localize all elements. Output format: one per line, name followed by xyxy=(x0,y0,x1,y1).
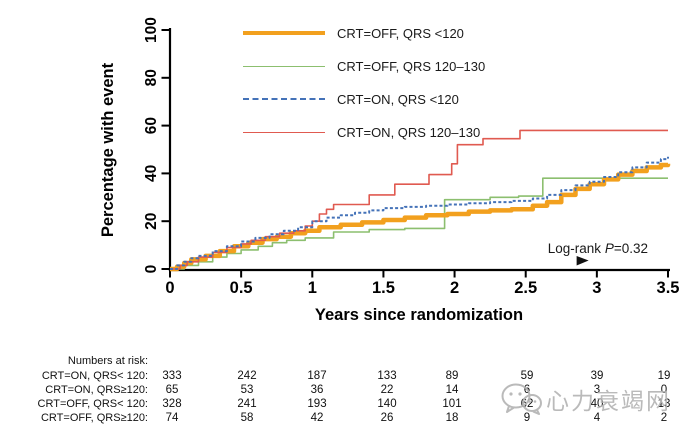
risk-value: 53 xyxy=(240,384,254,396)
logrank-prefix: Log-rank xyxy=(547,241,605,256)
risk-value: 101 xyxy=(442,398,462,410)
y-axis-title: Percentage with event xyxy=(99,62,117,237)
legend-label: CRT=OFF, QRS <120 xyxy=(337,25,464,41)
legend-item-crt-off-qrs-120: CRT=OFF, QRS <120 xyxy=(243,22,485,44)
x-tick-label: 3 xyxy=(592,279,601,297)
x-tick-label: 2.5 xyxy=(514,279,537,297)
y-tick-label: 20 xyxy=(143,213,160,230)
legend-label: CRT=ON, QRS <120 xyxy=(337,91,459,107)
x-tick-label: 0.5 xyxy=(230,279,253,297)
risk-value: 193 xyxy=(307,398,327,410)
risk-value: 39 xyxy=(590,370,604,382)
risk-value: 4 xyxy=(593,412,601,424)
x-tick-label: 1.5 xyxy=(372,279,395,297)
risk-value: 14 xyxy=(445,384,459,396)
legend-swatch-crt-off-qrs-120-130 xyxy=(243,65,325,67)
x-axis-title: Years since randomization xyxy=(315,306,523,324)
watermark: 心力衰竭网 xyxy=(500,382,671,416)
risk-value: 187 xyxy=(307,370,327,382)
risk-value: 58 xyxy=(240,412,254,424)
risk-value: 333 xyxy=(162,370,182,382)
logrank-p-symbol: P xyxy=(604,241,614,256)
risk-row-label: CRT=OFF, QRS≥120: xyxy=(40,412,148,424)
legend-label: CRT=ON, QRS 120–130 xyxy=(337,124,481,140)
series-crt-off-qrs-120-130-curve xyxy=(170,177,668,270)
risk-value: 0 xyxy=(660,384,668,396)
y-tick-label: 60 xyxy=(143,117,160,134)
x-tick-label: 2 xyxy=(450,279,459,297)
legend-item-crt-on-qrs-120-130: CRT=ON, QRS 120–130 xyxy=(243,121,485,143)
risk-value: 65 xyxy=(165,384,179,396)
y-tick-label: 0 xyxy=(143,265,160,274)
legend-swatch-crt-on-qrs-120-130 xyxy=(243,131,325,133)
risk-value: 133 xyxy=(377,370,397,382)
risk-table-title: Numbers at risk: xyxy=(67,355,148,367)
wechat-icon xyxy=(501,383,542,415)
logrank-value: =0.32 xyxy=(613,241,648,256)
axis-marker-triangle xyxy=(576,256,589,266)
risk-value: 40 xyxy=(590,398,604,410)
legend-item-crt-on-qrs-120: CRT=ON, QRS <120 xyxy=(243,88,485,110)
risk-value: 89 xyxy=(445,370,459,382)
x-tick-label: 3.5 xyxy=(657,279,680,297)
series-crt-on-qrs-120-curve xyxy=(170,156,669,270)
risk-row-label: CRT=ON, QRS< 120: xyxy=(41,370,148,382)
risk-value: 22 xyxy=(380,384,394,396)
risk-value: 19 xyxy=(657,370,671,382)
legend-swatch-crt-on-qrs-120 xyxy=(243,98,325,100)
risk-value: 18 xyxy=(445,412,459,424)
risk-value: 59 xyxy=(520,370,534,382)
risk-value: 2 xyxy=(660,412,668,424)
legend-item-crt-off-qrs-120-130: CRT=OFF, QRS 120–130 xyxy=(243,55,485,77)
risk-value: 3 xyxy=(593,384,601,396)
risk-row-label: CRT=ON, QRS≥120: xyxy=(45,384,148,396)
risk-value: 9 xyxy=(523,412,531,424)
chart-legend: CRT=OFF, QRS <120 CRT=OFF, QRS 120–130 CRT… xyxy=(243,22,485,154)
risk-value: 13 xyxy=(657,398,671,410)
risk-value: 241 xyxy=(237,398,257,410)
legend-swatch-crt-off-qrs-120 xyxy=(243,31,325,35)
series-crt-on-qrs-120-130-curve xyxy=(170,129,668,270)
y-tick-label: 100 xyxy=(143,17,160,43)
km-chart: 0 20 40 60 80 100 0 0.5 1 1.5 2 2.5 3 3.5 Percentage w… xyxy=(99,17,680,324)
risk-value: 140 xyxy=(377,398,397,410)
risk-value: 26 xyxy=(380,412,394,424)
x-tick-label: 1 xyxy=(308,279,317,297)
risk-value: 328 xyxy=(162,398,182,410)
risk-value: 42 xyxy=(310,412,324,424)
y-tick-label: 40 xyxy=(143,165,160,182)
y-tick-label: 80 xyxy=(143,69,160,86)
watermark-text: 心力衰竭网 xyxy=(546,389,671,415)
risk-value: 74 xyxy=(165,412,179,424)
logrank-annotation: Log-rank P=0.32 xyxy=(518,241,648,256)
x-tick-label: 0 xyxy=(165,279,174,297)
risk-value: 242 xyxy=(237,370,257,382)
legend-label: CRT=OFF, QRS 120–130 xyxy=(337,58,486,74)
risk-row-label: CRT=OFF, QRS< 120: xyxy=(37,398,148,410)
numbers-at-risk-table: Numbers at risk: CRT=ON, QRS< 120: 333 242… xyxy=(0,353,698,438)
risk-value: 36 xyxy=(310,384,324,396)
